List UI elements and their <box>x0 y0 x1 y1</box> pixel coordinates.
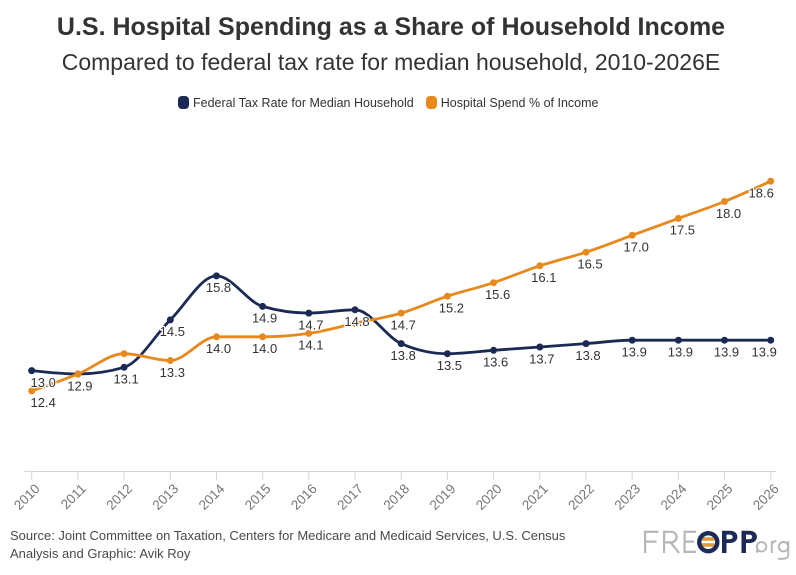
svg-text:2014: 2014 <box>196 481 228 513</box>
svg-text:13.8: 13.8 <box>575 348 600 363</box>
svg-text:16.1: 16.1 <box>531 270 556 285</box>
svg-text:14.7: 14.7 <box>298 317 323 332</box>
svg-text:15.2: 15.2 <box>439 301 464 316</box>
svg-text:2017: 2017 <box>334 481 366 513</box>
svg-text:18.6: 18.6 <box>749 186 774 201</box>
svg-text:13.5: 13.5 <box>437 358 462 373</box>
svg-text:2011: 2011 <box>58 481 89 512</box>
svg-text:2020: 2020 <box>473 481 505 513</box>
svg-text:13.0: 13.0 <box>31 375 56 390</box>
svg-text:13.6: 13.6 <box>483 355 508 370</box>
svg-text:13.9: 13.9 <box>752 345 777 360</box>
svg-text:14.1: 14.1 <box>298 338 323 353</box>
svg-text:14.0: 14.0 <box>252 341 277 356</box>
svg-text:14.9: 14.9 <box>252 311 277 326</box>
svg-text:2022: 2022 <box>565 481 597 513</box>
svg-text:2016: 2016 <box>288 481 320 513</box>
svg-text:14.0: 14.0 <box>206 341 231 356</box>
svg-text:15.6: 15.6 <box>485 287 510 302</box>
svg-text:2015: 2015 <box>242 481 274 513</box>
svg-text:2018: 2018 <box>380 481 412 513</box>
svg-text:13.9: 13.9 <box>668 345 693 360</box>
svg-text:17.0: 17.0 <box>624 240 649 255</box>
svg-text:2021: 2021 <box>519 481 551 513</box>
svg-text:14.8: 14.8 <box>344 314 369 329</box>
svg-text:14.5: 14.5 <box>160 324 185 339</box>
svg-text:2019: 2019 <box>427 481 459 513</box>
svg-text:13.9: 13.9 <box>622 345 647 360</box>
svg-text:13.3: 13.3 <box>160 365 185 380</box>
svg-text:13.7: 13.7 <box>529 351 554 366</box>
svg-text:2013: 2013 <box>150 481 182 513</box>
svg-text:14.7: 14.7 <box>391 317 416 332</box>
svg-text:17.5: 17.5 <box>670 223 695 238</box>
svg-text:2025: 2025 <box>704 481 736 513</box>
svg-text:16.5: 16.5 <box>577 257 602 272</box>
svg-text:13.9: 13.9 <box>714 345 739 360</box>
svg-text:2012: 2012 <box>103 481 135 513</box>
svg-text:13.1: 13.1 <box>113 372 138 387</box>
svg-text:2023: 2023 <box>611 481 643 513</box>
svg-text:15.8: 15.8 <box>206 280 231 295</box>
svg-text:18.0: 18.0 <box>716 206 741 221</box>
svg-text:2024: 2024 <box>658 481 690 513</box>
svg-text:12.4: 12.4 <box>31 395 56 410</box>
svg-text:13.8: 13.8 <box>391 348 416 363</box>
svg-text:2026: 2026 <box>750 481 782 513</box>
svg-text:12.9: 12.9 <box>67 378 92 393</box>
svg-text:2010: 2010 <box>11 481 43 513</box>
